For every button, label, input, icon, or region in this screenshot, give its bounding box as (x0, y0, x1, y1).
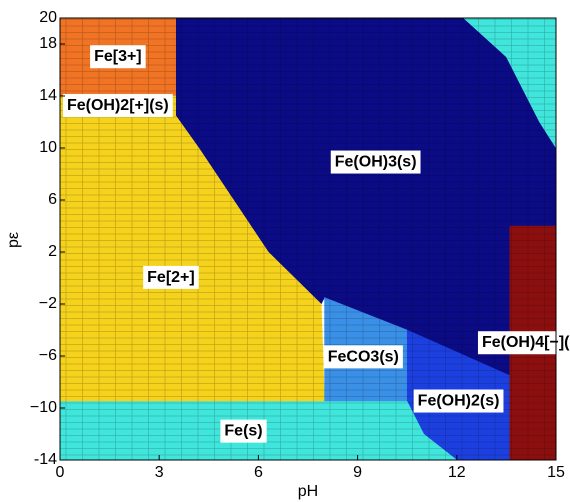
y-tick-label: 10 (39, 139, 57, 156)
label-box (477, 331, 570, 355)
label-box (220, 419, 267, 443)
x-tick-label: 15 (547, 464, 565, 481)
y-tick-label: -14 (34, 451, 57, 468)
region-label: Fe[3+] (94, 48, 142, 65)
region-label: Fe(OH)2(s) (418, 393, 500, 410)
y-tick-label: −6 (39, 347, 57, 364)
label-box (330, 150, 421, 174)
cell-grid (60, 18, 556, 460)
y-tick-label: 20 (39, 9, 57, 26)
y-tick-label: −2 (39, 295, 57, 312)
y-axis-label: pε (5, 232, 22, 248)
label-box (323, 345, 403, 369)
x-tick-label: 6 (254, 464, 263, 481)
region-label: Fe[2+] (147, 269, 195, 286)
x-tick-label: 12 (448, 464, 466, 481)
region-label: Fe(OH)3(s) (335, 154, 417, 171)
label-box (62, 93, 173, 117)
label-box (90, 45, 146, 69)
y-tick-label: 18 (39, 35, 57, 52)
x-tick-label: 9 (353, 464, 362, 481)
y-tick-label: 6 (48, 191, 57, 208)
x-axis-label: pH (298, 483, 318, 500)
label-box (413, 389, 504, 413)
plot-area (59, 17, 557, 461)
label-box (143, 265, 199, 289)
y-tick-label: 14 (39, 87, 57, 104)
region-label: Fe(OH)2[+](s) (67, 97, 169, 114)
plot-frame (59, 17, 557, 461)
x-tick-label: 3 (155, 464, 164, 481)
y-tick-label: −10 (30, 399, 57, 416)
region-label: Fe(OH)4[−](s) (482, 334, 570, 351)
region-label: FeCO3(s) (328, 348, 399, 365)
region-label: Fe(s) (224, 423, 262, 440)
y-tick-label: 2 (48, 243, 57, 260)
x-tick-label: 0 (56, 464, 65, 481)
